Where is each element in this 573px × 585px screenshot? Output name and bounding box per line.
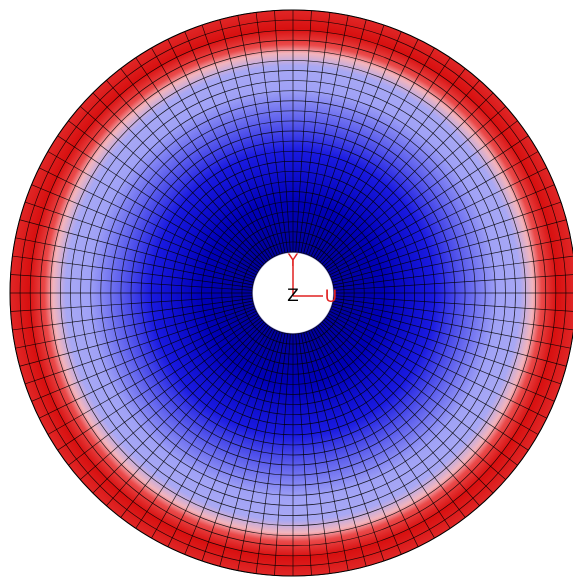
y-label: Y xyxy=(287,251,299,271)
z-label: Z xyxy=(287,286,299,306)
u-label: U xyxy=(325,287,337,307)
viewport: Y Z U xyxy=(0,0,573,585)
